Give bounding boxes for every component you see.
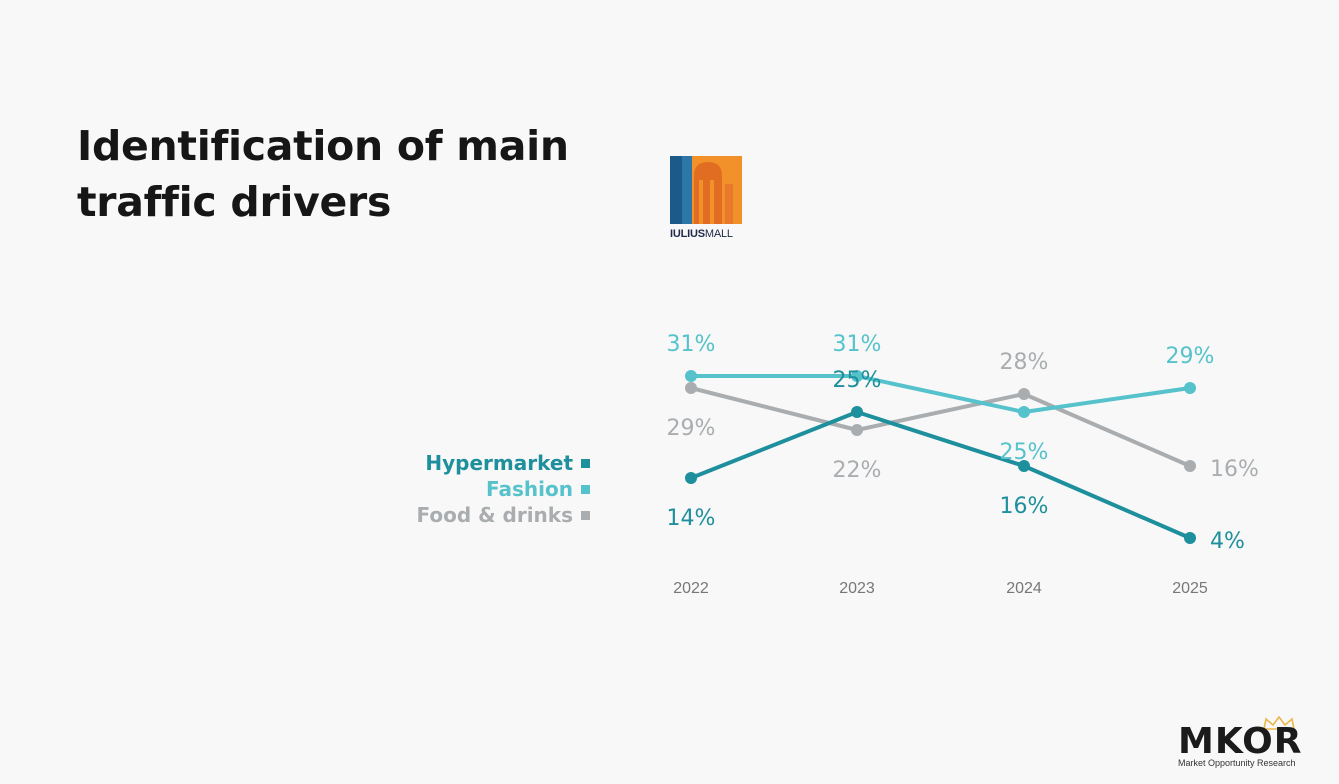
logo-mark xyxy=(670,156,742,224)
data-label-fashion-2025: 29% xyxy=(1166,344,1215,369)
data-label-fashion-2024: 25% xyxy=(1000,440,1049,465)
legend-label-hypermarket: Hypermarket xyxy=(425,451,573,475)
legend-label-fashion: Fashion xyxy=(486,477,573,501)
x-tick-2022: 2022 xyxy=(673,580,709,597)
data-label-hypermarket-2025: 4% xyxy=(1210,529,1245,554)
chart-legend: Hypermarket Fashion Food & drinks xyxy=(380,450,590,528)
data-point-hypermarket-2024 xyxy=(1018,460,1030,472)
data-label-food-drinks-2024: 28% xyxy=(1000,350,1049,375)
x-tick-2025: 2025 xyxy=(1172,580,1208,597)
data-label-hypermarket-2022: 14% xyxy=(667,506,716,531)
data-point-food-drinks-2022 xyxy=(685,382,697,394)
x-tick-2023: 2023 xyxy=(839,580,875,597)
data-point-food-drinks-2024 xyxy=(1018,388,1030,400)
data-label-hypermarket-2023: 25% xyxy=(833,368,882,393)
title-line-1: Identification of main xyxy=(77,122,569,170)
legend-swatch-food-drinks xyxy=(581,510,590,520)
data-point-food-drinks-2025 xyxy=(1184,460,1196,472)
data-label-fashion-2022: 31% xyxy=(667,332,716,357)
series-line-food-drinks xyxy=(689,386,1192,468)
mkor-brand: MKOR Market Opportunity Research xyxy=(1172,716,1322,772)
data-label-fashion-2023: 31% xyxy=(833,332,882,357)
data-point-fashion-2023 xyxy=(851,370,863,382)
data-point-fashion-2024 xyxy=(1018,406,1030,418)
logo-wordmark: IULIUSMALL xyxy=(670,228,733,240)
brand-tagline: Market Opportunity Research xyxy=(1178,758,1296,768)
crown-icon xyxy=(1263,716,1295,730)
data-point-hypermarket-2022 xyxy=(685,472,697,484)
data-point-fashion-2025 xyxy=(1184,382,1196,394)
x-tick-2024: 2024 xyxy=(1006,580,1042,597)
data-label-hypermarket-2024: 16% xyxy=(1000,494,1049,519)
data-point-food-drinks-2023 xyxy=(851,424,863,436)
data-label-food-drinks-2022: 29% xyxy=(667,416,716,441)
legend-label-food-drinks: Food & drinks xyxy=(416,503,574,527)
legend-swatch-hypermarket xyxy=(581,458,590,468)
series-line-fashion xyxy=(689,374,1192,414)
iulius-mall-logo: IULIUSMALL xyxy=(670,156,742,242)
data-label-food-drinks-2025: 16% xyxy=(1210,457,1259,482)
title-line-2: traffic drivers xyxy=(77,178,392,226)
data-point-hypermarket-2023 xyxy=(851,406,863,418)
legend-swatch-fashion xyxy=(581,484,590,494)
legend-item-food-drinks: Food & drinks xyxy=(380,502,590,528)
data-label-food-drinks-2023: 22% xyxy=(833,458,882,483)
legend-item-hypermarket: Hypermarket xyxy=(380,450,590,476)
brand-name: MKOR xyxy=(1178,721,1303,762)
legend-item-fashion: Fashion xyxy=(380,476,590,502)
page-title: Identification of main traffic drivers xyxy=(77,118,637,230)
data-point-fashion-2022 xyxy=(685,370,697,382)
series-line-hypermarket xyxy=(689,410,1192,540)
data-point-hypermarket-2025 xyxy=(1184,532,1196,544)
